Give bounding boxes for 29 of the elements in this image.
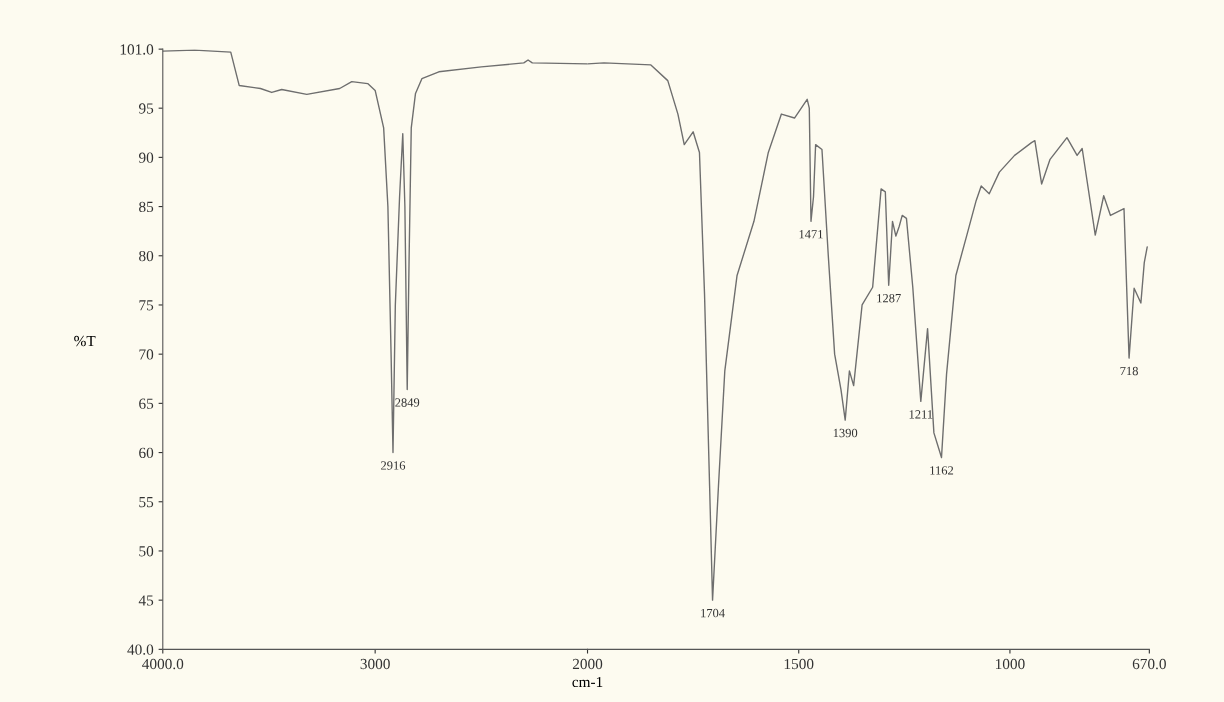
annotation: 1287 xyxy=(877,293,901,303)
y-tick-label: 90 xyxy=(138,152,154,163)
y-tick-label: 50 xyxy=(139,546,154,557)
y-tick-label: 80 xyxy=(139,250,154,262)
x-tick-label: 1000 xyxy=(996,658,1025,670)
annotation: 2916 xyxy=(381,461,406,470)
annotation: 1390 xyxy=(833,428,858,438)
y-tick-label: 45 xyxy=(138,595,154,606)
y-tick-label: 40.0 xyxy=(127,644,154,655)
y-tick-label: 75 xyxy=(139,300,154,311)
y-tick-label: 95 xyxy=(138,103,154,114)
x-tick-label: 1500 xyxy=(784,658,814,670)
annotation: 2849 xyxy=(395,398,420,407)
x-tick-label: 670.0 xyxy=(1132,658,1166,670)
y-axis-title: %T xyxy=(74,335,96,347)
x-axis-title: cm-1 xyxy=(572,676,603,688)
y-tick-label: 85 xyxy=(139,201,154,213)
y-tick-label: 65 xyxy=(139,398,154,409)
x-tick-label: 3000 xyxy=(360,658,390,670)
x-tick-label: 4000.0 xyxy=(142,658,184,670)
y-tick-label: 70 xyxy=(139,349,154,360)
y-tick-label: 60 xyxy=(139,447,154,459)
annotation: 1162 xyxy=(930,466,954,475)
annotation: 718 xyxy=(1120,366,1138,376)
y-tick-label: 55 xyxy=(139,497,154,508)
annotation: 1471 xyxy=(799,230,823,239)
y-tick-label: 101.0 xyxy=(120,44,154,55)
x-tick-label: 2000 xyxy=(572,658,603,670)
annotation: 1704 xyxy=(701,608,725,618)
